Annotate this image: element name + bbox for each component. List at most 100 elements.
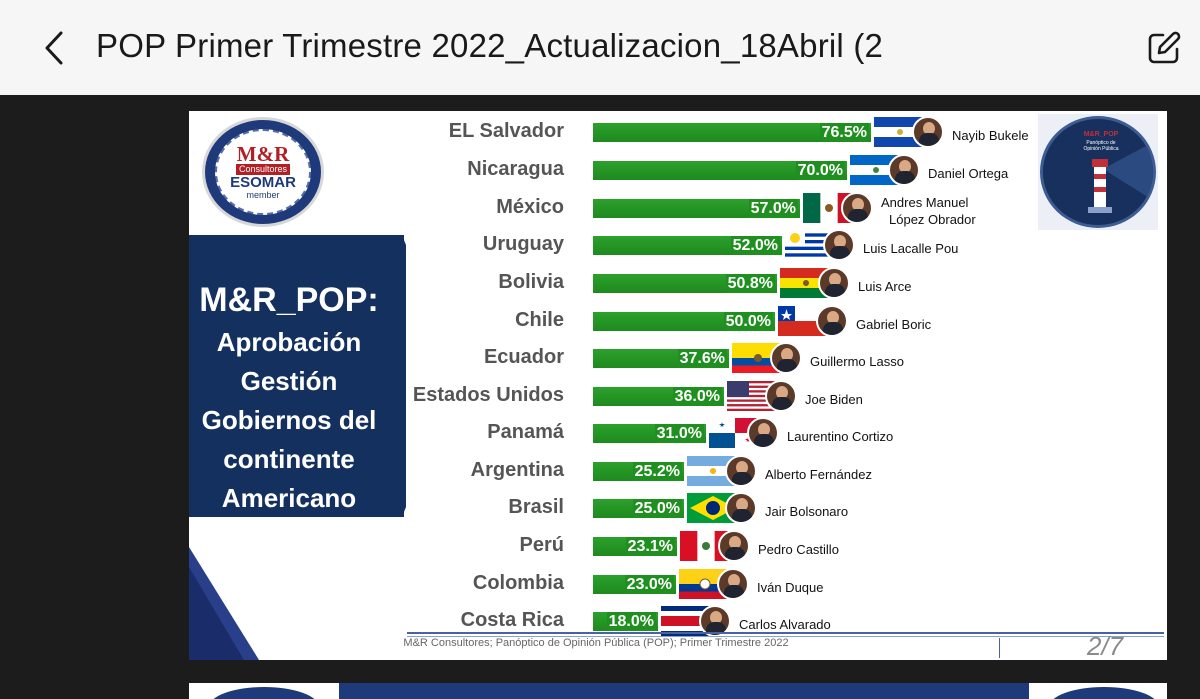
- leader-name: Luis Arce: [858, 278, 911, 295]
- country-label: Perú: [519, 534, 564, 556]
- approval-value: 31.0%: [654, 424, 704, 443]
- pop-logo: M&R_POP Panóptico de Opinión Pública: [1038, 114, 1158, 230]
- approval-value: 50.0%: [723, 312, 773, 331]
- leader-name: Pedro Castillo: [758, 541, 839, 558]
- leader-name-line: Luis Arce: [858, 279, 912, 294]
- approval-value: 70.0%: [795, 161, 845, 180]
- leader-name-line: Andres Manuel: [881, 195, 969, 210]
- country-label: México: [496, 196, 564, 218]
- corner-decoration: [189, 547, 259, 660]
- leader-portrait: [699, 605, 731, 637]
- approval-value: 36.0%: [672, 387, 722, 406]
- leader-name: Iván Duque: [757, 579, 824, 596]
- leader-name: Andres Manuel López Obrador: [881, 194, 976, 228]
- usa-flag-icon: [727, 381, 779, 411]
- leader-name: Daniel Ortega: [928, 165, 1008, 182]
- leader-name: Laurentino Cortizo: [787, 428, 893, 445]
- country-label: Bolivia: [498, 271, 564, 293]
- country-label: Panamá: [487, 421, 564, 443]
- approval-bar: 25.2%: [593, 462, 684, 481]
- leader-name-line: Pedro Castillo: [758, 542, 839, 557]
- approval-value: 18.0%: [606, 612, 656, 631]
- title-panel-arrow: [402, 235, 406, 517]
- leader-portrait: [717, 568, 749, 600]
- panel-line: continente: [223, 444, 355, 474]
- leader-name-line: Laurentino Cortizo: [787, 429, 894, 444]
- next-slide-preview[interactable]: [189, 683, 1167, 699]
- leader-name: Joe Biden: [805, 391, 863, 408]
- leader-name-line: López Obrador: [889, 212, 976, 227]
- approval-value: 23.0%: [624, 575, 674, 594]
- leader-name-line: Daniel Ortega: [928, 166, 1009, 181]
- leader-portrait: [747, 417, 779, 449]
- logo-org: ESOMAR: [230, 174, 296, 191]
- approval-value: 25.0%: [632, 499, 682, 518]
- approval-bar: 18.0%: [593, 612, 658, 631]
- app-bar: POP Primer Trimestre 2022_Actualizacion_…: [0, 0, 1200, 95]
- leader-name: Alberto Fernández: [765, 466, 872, 483]
- svg-text:M&R_POP: M&R_POP: [1084, 131, 1119, 138]
- approval-bar: 76.5%: [593, 123, 871, 142]
- leader-portrait: [816, 305, 848, 337]
- country-label: Ecuador: [483, 346, 564, 368]
- leader-name-line: Nayib Bukele: [952, 128, 1029, 143]
- page-number: 2/7: [1087, 631, 1124, 660]
- leader-name: Jair Bolsonaro: [765, 503, 848, 520]
- country-label: Chile: [515, 309, 564, 331]
- approval-bar: 57.0%: [593, 199, 800, 218]
- slide: M&R Consultores ESOMAR member M&R_POP Pa…: [189, 111, 1167, 660]
- country-label: EL Salvador: [448, 120, 564, 142]
- leader-name: Carlos Alvarado: [739, 616, 831, 633]
- leader-portrait: [912, 116, 944, 148]
- approval-value: 76.5%: [819, 123, 869, 142]
- leader-name-line: Alberto Fernández: [765, 467, 872, 482]
- ecuador-flag-icon: [732, 343, 784, 373]
- approval-bar: 23.1%: [593, 537, 677, 556]
- leader-name: Nayib Bukele: [952, 127, 1029, 144]
- logo-member: member: [246, 190, 280, 200]
- back-button[interactable]: [36, 28, 72, 68]
- approval-bar: 36.0%: [593, 387, 724, 406]
- edit-icon: [1148, 31, 1181, 64]
- panel-subtitle: Aprobación Gestión Gobiernos del contine…: [189, 323, 389, 518]
- approval-value: 50.8%: [725, 274, 775, 293]
- svg-text:Opinión Pública: Opinión Pública: [1083, 146, 1118, 152]
- panel-line: Americano: [221, 483, 357, 513]
- panel-line: Gestión: [240, 366, 338, 396]
- footer-divider: [999, 638, 1000, 658]
- panel-line: Aprobación: [216, 327, 362, 357]
- approval-value: 25.2%: [632, 462, 682, 481]
- panel-heading: M&R_POP:: [199, 281, 379, 319]
- country-label: Uruguay: [482, 233, 564, 255]
- leader-name-line: Joe Biden: [805, 392, 863, 407]
- approval-value: 57.0%: [748, 199, 798, 218]
- bolivia-flag-icon: [780, 268, 832, 298]
- footer-rule: [407, 632, 1164, 634]
- country-label: Nicaragua: [467, 158, 564, 180]
- uruguay-flag-icon: [785, 230, 837, 260]
- leader-name-line: Luis Lacalle Pou: [863, 241, 959, 256]
- leader-name: Guillermo Lasso: [810, 353, 904, 370]
- leader-name-line: Guillermo Lasso: [810, 354, 904, 369]
- country-label: Argentina: [470, 459, 564, 481]
- approval-bar: 70.0%: [593, 161, 847, 180]
- leader-name: Luis Lacalle Pou: [863, 240, 958, 257]
- approval-value: 52.0%: [730, 236, 780, 255]
- country-label: Brasil: [508, 496, 564, 518]
- mr-consultores-logo: M&R Consultores ESOMAR member: [202, 117, 324, 227]
- country-label: Costa Rica: [460, 609, 564, 631]
- el-salvador-flag-icon: [874, 117, 926, 147]
- edit-button[interactable]: [1146, 30, 1182, 66]
- approval-bar: 25.0%: [593, 499, 684, 518]
- leader-portrait: [725, 455, 757, 487]
- document-title: POP Primer Trimestre 2022_Actualizacion_…: [96, 27, 884, 64]
- approval-value: 37.6%: [677, 349, 727, 368]
- approval-bar: 50.0%: [593, 312, 775, 331]
- footer-rule-thin: [407, 636, 1164, 637]
- approval-bar: 37.6%: [593, 349, 729, 368]
- svg-text:Panóptico de: Panóptico de: [1086, 140, 1115, 146]
- leader-portrait: [888, 154, 920, 186]
- approval-bar: 23.0%: [593, 575, 676, 594]
- leader-portrait: [841, 192, 873, 224]
- approval-bar: 52.0%: [593, 236, 782, 255]
